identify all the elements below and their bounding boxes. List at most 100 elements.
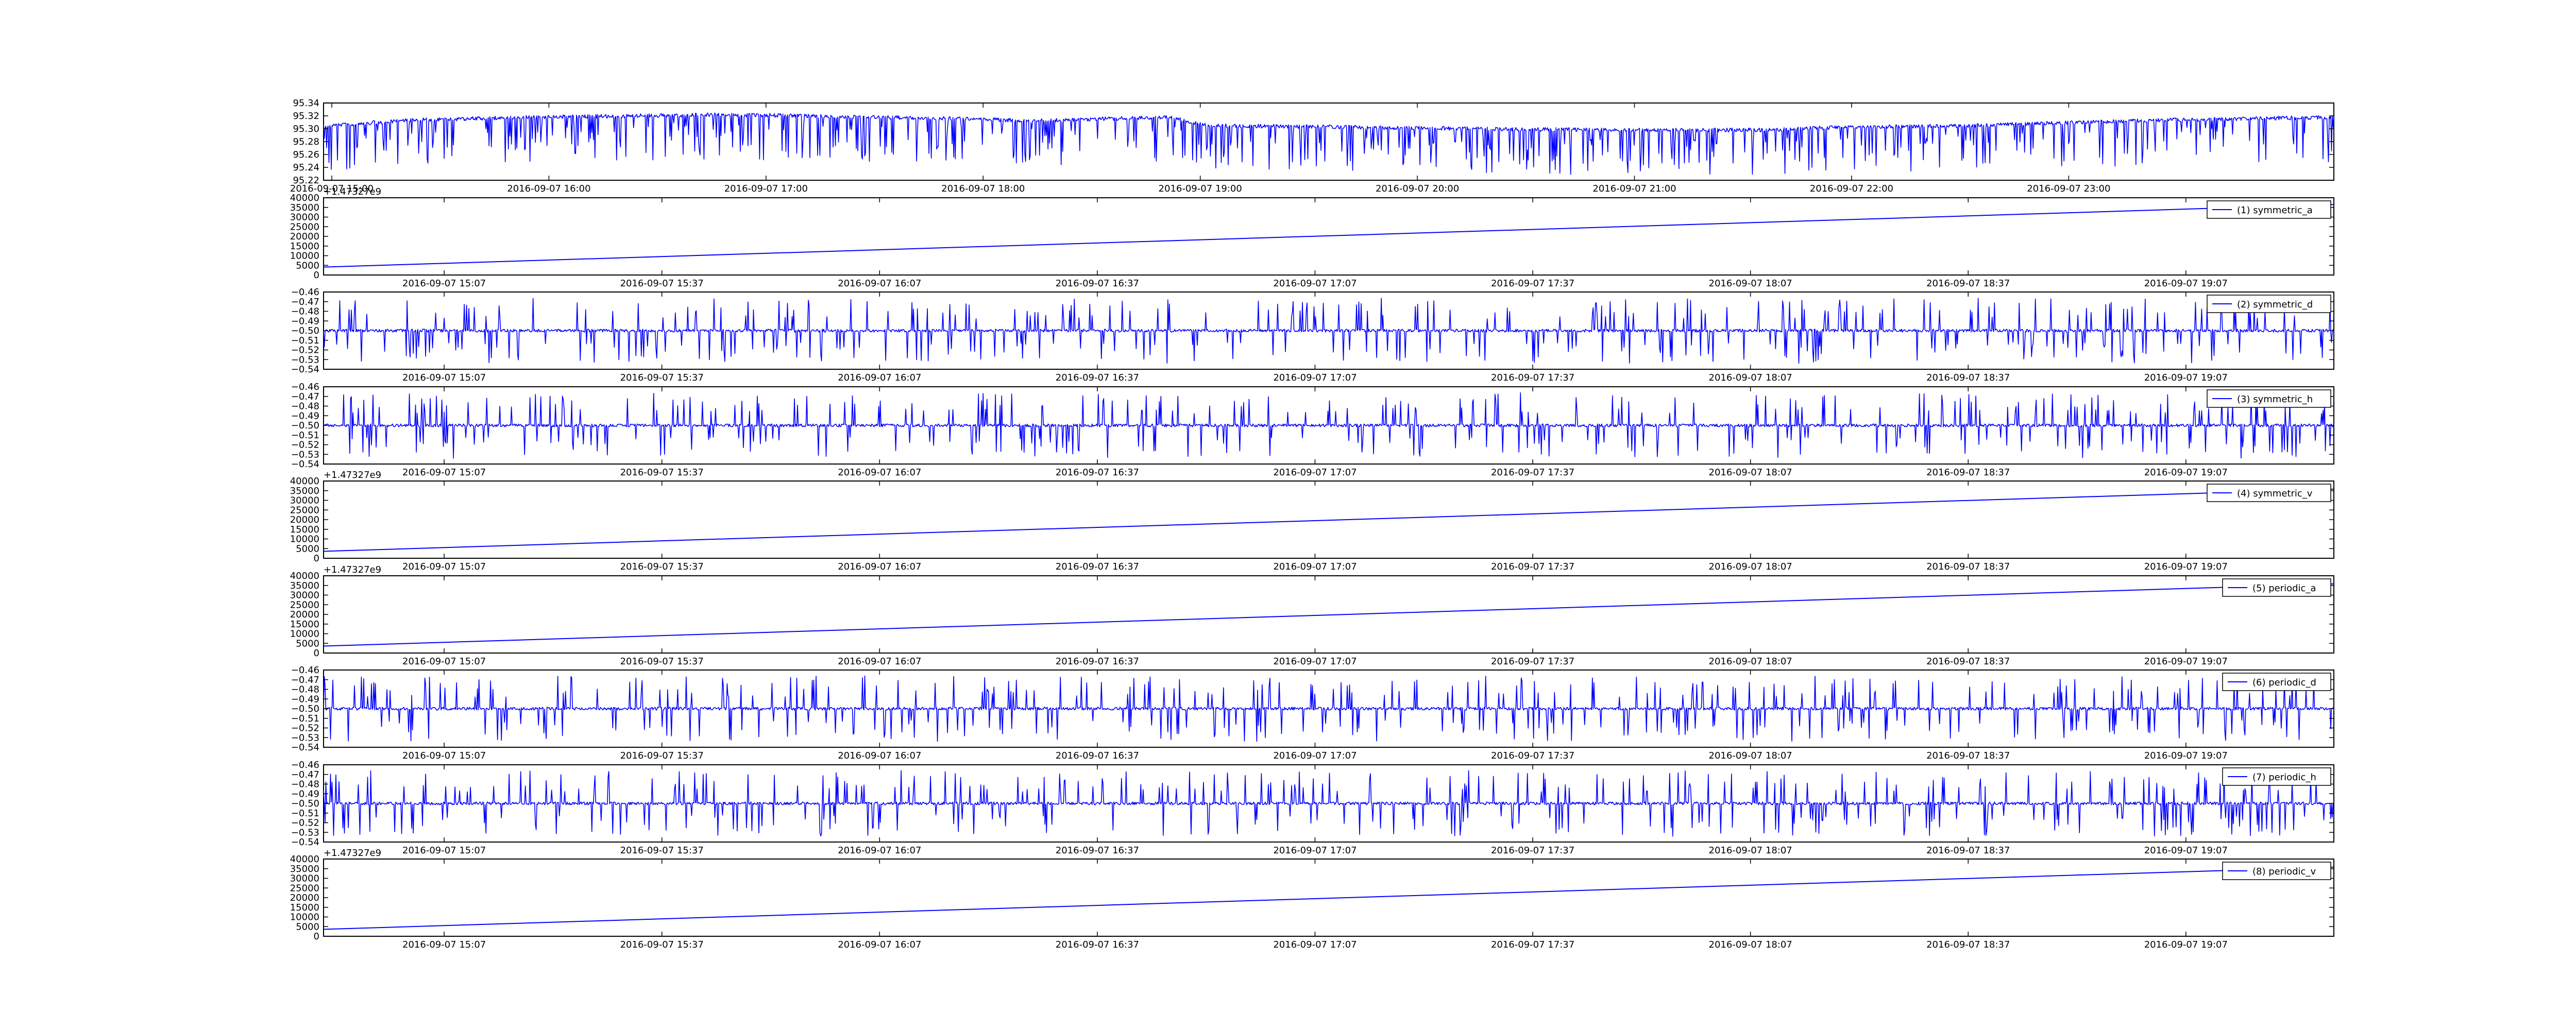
series-line [323, 298, 2334, 364]
x-tick-label: 2016-09-07 17:07 [1273, 845, 1357, 856]
y-tick-label: 95.24 [293, 162, 319, 173]
y-tick-label: −0.54 [291, 837, 319, 848]
x-tick-label: 2016-09-07 18:07 [1709, 845, 1792, 856]
y-tick-label: −0.54 [291, 742, 319, 753]
x-tick-label: 2016-09-07 19:07 [2144, 561, 2228, 572]
subplot-3: −0.54−0.53−0.52−0.51−0.50−0.49−0.48−0.47… [291, 287, 2334, 383]
y-tick-label: −0.51 [291, 713, 319, 724]
axes-frame [323, 480, 2334, 559]
y-tick-label: 15000 [290, 619, 319, 630]
y-tick-label: −0.53 [291, 449, 319, 460]
legend-box [2207, 484, 2331, 502]
x-tick-label: 2016-09-07 19:07 [2144, 939, 2228, 950]
x-tick-label: 2016-09-07 18:37 [1926, 656, 2010, 667]
series-line [323, 488, 2334, 552]
axis-offset-label: +1.47327e9 [324, 186, 381, 197]
subplot-1: 95.22 95.24 95.26 95.28 95.30 95.32 95.34 2016-… [290, 98, 2334, 194]
y-tick-label: 0 [314, 648, 319, 659]
legend-label: (6) periodic_d [2252, 677, 2316, 688]
x-tick-label: 2016-09-07 16:07 [838, 750, 921, 761]
subplot-8: −0.54−0.53−0.52−0.51−0.50−0.49−0.48−0.47… [291, 760, 2334, 856]
subplot-7: −0.54−0.53−0.52−0.51−0.50−0.49−0.48−0.47… [291, 665, 2334, 761]
x-tick-label: 2016-09-07 18:07 [1709, 939, 1792, 950]
x-tick-label: 2016-09-07 16:07 [838, 278, 921, 289]
x-tick-label: 2016-09-07 16:07 [838, 939, 921, 950]
x-tick-label: 2016-09-07 22:00 [1810, 183, 1893, 194]
y-tick-label: −0.53 [291, 827, 319, 838]
y-tick-label: −0.53 [291, 732, 319, 743]
axes-frame [323, 197, 2334, 276]
x-tick-label: 2016-09-07 15:07 [402, 845, 486, 856]
y-tick-label: −0.46 [291, 382, 319, 392]
x-tick-label: 2016-09-07 16:37 [1056, 656, 1139, 667]
y-tick-label: 20000 [290, 892, 319, 903]
x-tick-label: 2016-09-07 17:37 [1491, 845, 1574, 856]
legend-label: (2) symmetric_d [2237, 299, 2313, 310]
legend-label: (5) periodic_a [2252, 583, 2316, 594]
x-tick-label: 2016-09-07 23:00 [2027, 183, 2110, 194]
y-tick-label: 20000 [290, 609, 319, 620]
subplots: 95.22 95.24 95.26 95.28 95.30 95.32 95.34 2016-… [290, 98, 2334, 950]
y-tick-label: −0.50 [291, 325, 319, 336]
y-tick-label: 35000 [290, 202, 319, 213]
x-tick-label: 2016-09-07 18:07 [1709, 278, 1792, 289]
x-tick-label: 2016-09-07 17:07 [1273, 561, 1357, 572]
y-tick-label: −0.47 [291, 297, 319, 307]
y-tick-label: −0.47 [291, 675, 319, 685]
series-line [323, 770, 2334, 837]
y-tick-label: 5000 [296, 260, 319, 271]
y-tick-label: −0.50 [291, 798, 319, 809]
subplot-4: −0.54−0.53−0.52−0.51−0.50−0.49−0.48−0.47… [291, 382, 2334, 478]
x-tick-label: 2016-09-07 15:00 [290, 183, 374, 194]
x-tick-label: 2016-09-07 16:37 [1056, 845, 1139, 856]
x-tick-label: 2016-09-07 16:37 [1056, 467, 1139, 478]
x-tick-label: 2016-09-07 17:37 [1491, 656, 1574, 667]
axes-frame [323, 575, 2334, 654]
x-tick-label: 2016-09-07 19:07 [2144, 750, 2228, 761]
y-tick-label: 25000 [290, 599, 319, 610]
y-tick-label: 95.28 [293, 136, 319, 147]
x-tick-label: 2016-09-07 17:07 [1273, 278, 1357, 289]
x-tick-label: 2016-09-07 17:37 [1491, 750, 1574, 761]
x-tick-label: 2016-09-07 16:07 [838, 372, 921, 383]
x-tick-label: 2016-09-07 17:07 [1273, 372, 1357, 383]
y-tick-label: −0.46 [291, 665, 319, 676]
y-tick-label: 10000 [290, 534, 319, 545]
y-tick-label: 40000 [290, 476, 319, 487]
y-tick-label: 0 [314, 270, 319, 281]
x-tick-label: 2016-09-07 17:37 [1491, 372, 1574, 383]
y-tick-label: 25000 [290, 505, 319, 516]
y-tick-label: 30000 [290, 212, 319, 223]
x-tick-label: 2016-09-07 17:07 [1273, 939, 1357, 950]
x-tick-label: 2016-09-07 15:37 [620, 939, 704, 950]
y-tick-label: 95.30 [293, 124, 319, 134]
y-tick-label: −0.54 [291, 364, 319, 375]
x-tick-label: 2016-09-07 17:37 [1491, 278, 1574, 289]
x-tick-label: 2016-09-07 17:07 [1273, 467, 1357, 478]
x-tick-label: 2016-09-07 18:37 [1926, 845, 2010, 856]
y-tick-label: 30000 [290, 873, 319, 884]
y-tick-label: −0.50 [291, 703, 319, 714]
x-tick-label: 2016-09-07 16:37 [1056, 750, 1139, 761]
x-tick-label: 2016-09-07 18:37 [1926, 467, 2010, 478]
y-tick-label: 5000 [296, 638, 319, 649]
y-tick-label: −0.53 [291, 354, 319, 365]
x-tick-label: 2016-09-07 16:07 [838, 845, 921, 856]
x-tick-label: 2016-09-07 17:37 [1491, 939, 1574, 950]
y-tick-label: 95.22 [293, 175, 319, 186]
x-tick-label: 2016-09-07 15:07 [402, 656, 486, 667]
series-line [323, 583, 2334, 647]
x-tick-label: 2016-09-07 18:37 [1926, 372, 2010, 383]
legend-label: (1) symmetric_a [2237, 205, 2313, 216]
y-tick-label: 15000 [290, 524, 319, 535]
y-tick-label: −0.52 [291, 723, 319, 734]
y-tick-label: −0.46 [291, 287, 319, 298]
x-tick-label: 2016-09-07 15:07 [402, 750, 486, 761]
y-tick-label: 35000 [290, 864, 319, 874]
subplot-2: 0500010000150002000025000300003500040000… [290, 186, 2334, 289]
y-tick-label: −0.49 [291, 694, 319, 705]
x-tick-label: 2016-09-07 15:07 [402, 372, 486, 383]
y-tick-label: −0.52 [291, 440, 319, 451]
x-tick-label: 2016-09-07 18:37 [1926, 939, 2010, 950]
x-tick-label: 2016-09-07 15:37 [620, 750, 704, 761]
